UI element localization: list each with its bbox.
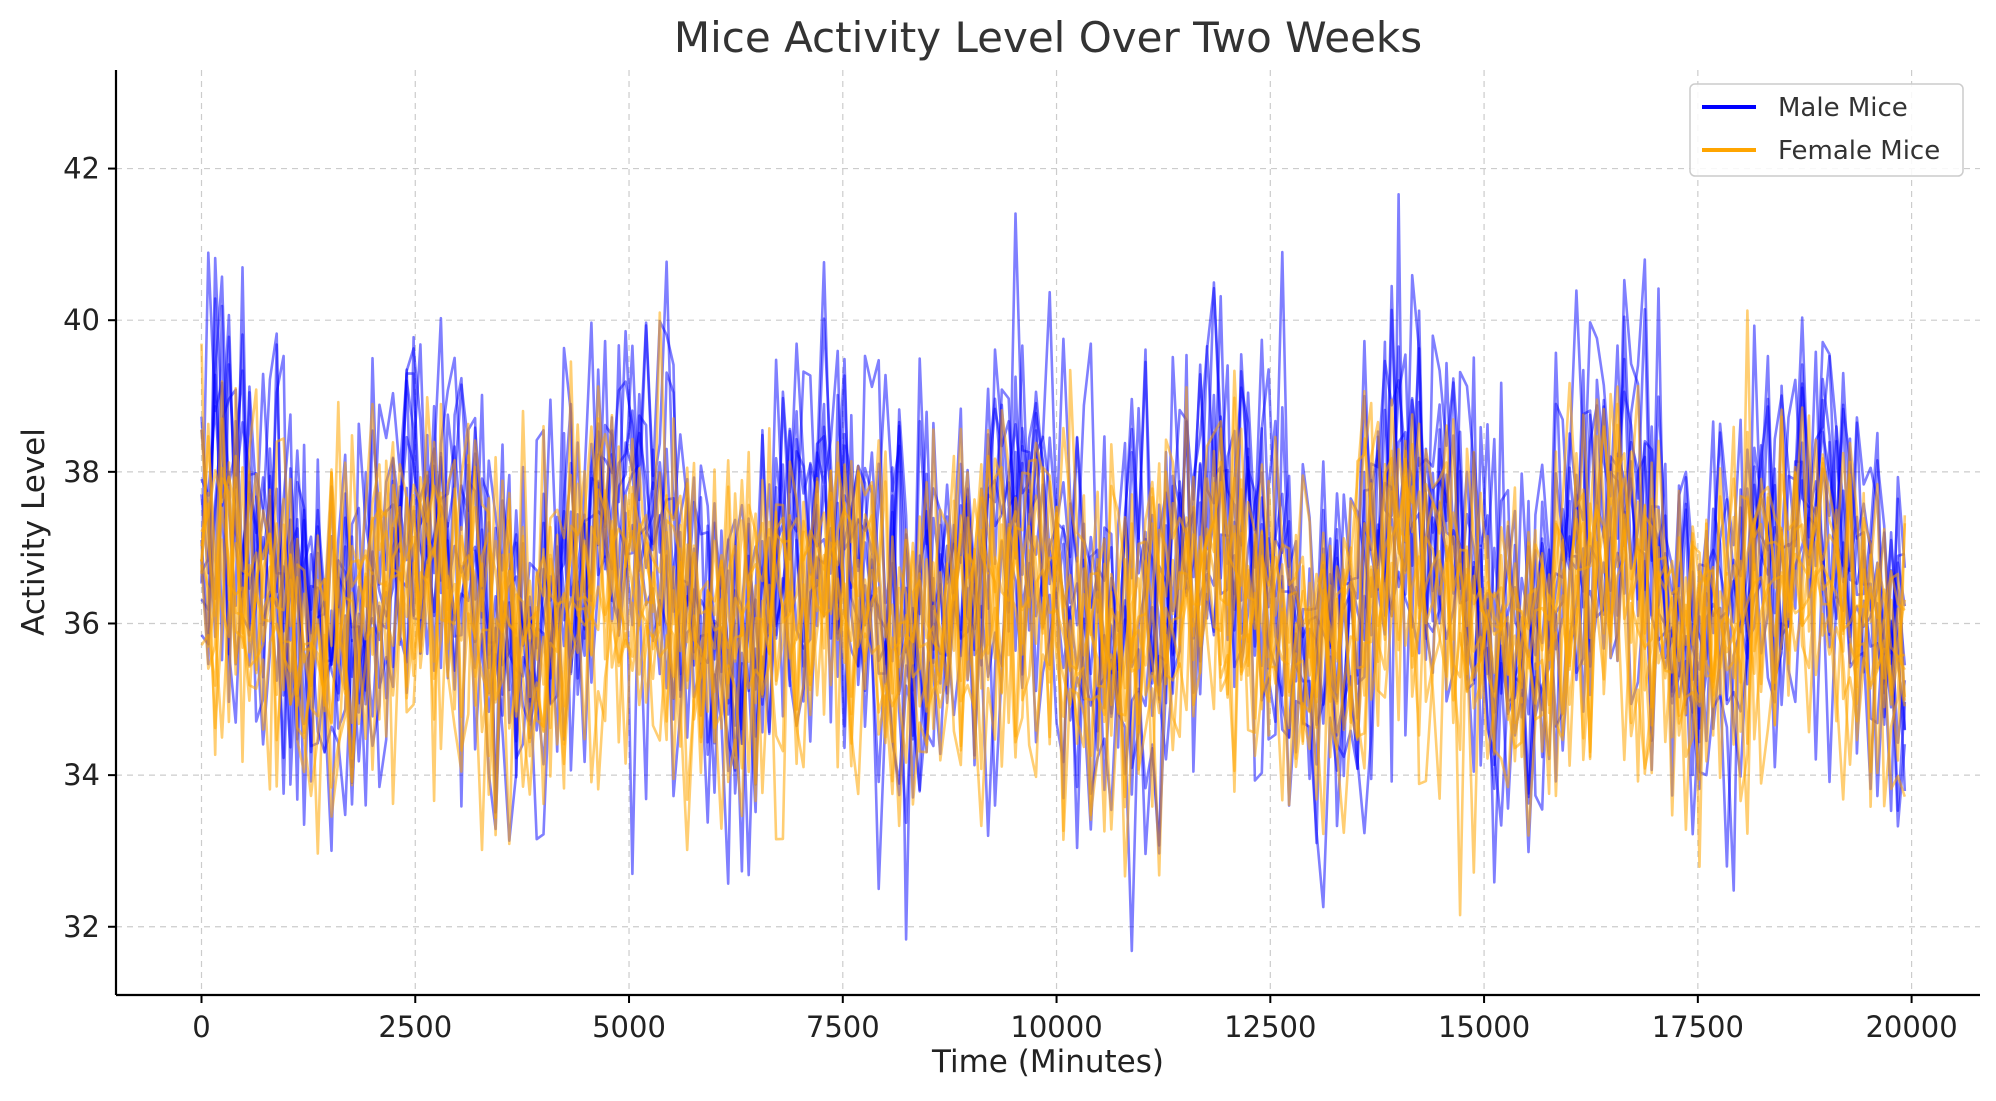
- y-tick-label: 34: [63, 758, 100, 792]
- chart-title: Mice Activity Level Over Two Weeks: [674, 13, 1422, 62]
- y-tick-label: 42: [63, 152, 100, 186]
- legend: Male Mice Female Mice: [1689, 83, 1964, 177]
- legend-label-male: Male Mice: [1778, 93, 1908, 123]
- legend-label-female: Female Mice: [1778, 136, 1940, 166]
- female-mice-line-8: [200, 343, 1907, 837]
- y-tick-label: 38: [63, 455, 100, 489]
- y-tick-label: 40: [63, 303, 100, 337]
- series-lines: [200, 193, 1907, 953]
- ticks: 0 2500 5000 7500 10000 12500 15000 17500 20000 32…: [63, 152, 1958, 1044]
- x-tick-label: 0: [192, 1010, 210, 1044]
- x-axis-label: Time (Minutes): [931, 1044, 1164, 1080]
- x-tick-label: 17500: [1652, 1010, 1744, 1044]
- axes: [114, 70, 1980, 997]
- x-tick-label: 7500: [806, 1010, 880, 1044]
- x-tick-label: 5000: [592, 1010, 666, 1044]
- y-axis-label: Activity Level: [16, 428, 52, 636]
- legend-box: [1689, 83, 1964, 177]
- female-mice-line-10: [200, 398, 1907, 868]
- x-tick-label: 10000: [1010, 1010, 1102, 1044]
- x-tick-label: 12500: [1224, 1010, 1316, 1044]
- x-tick-label: 20000: [1865, 1010, 1957, 1044]
- y-tick-label: 36: [63, 606, 100, 640]
- y-tick-label: 32: [63, 910, 100, 944]
- x-tick-label: 15000: [1438, 1010, 1530, 1044]
- x-tick-label: 2500: [378, 1010, 452, 1044]
